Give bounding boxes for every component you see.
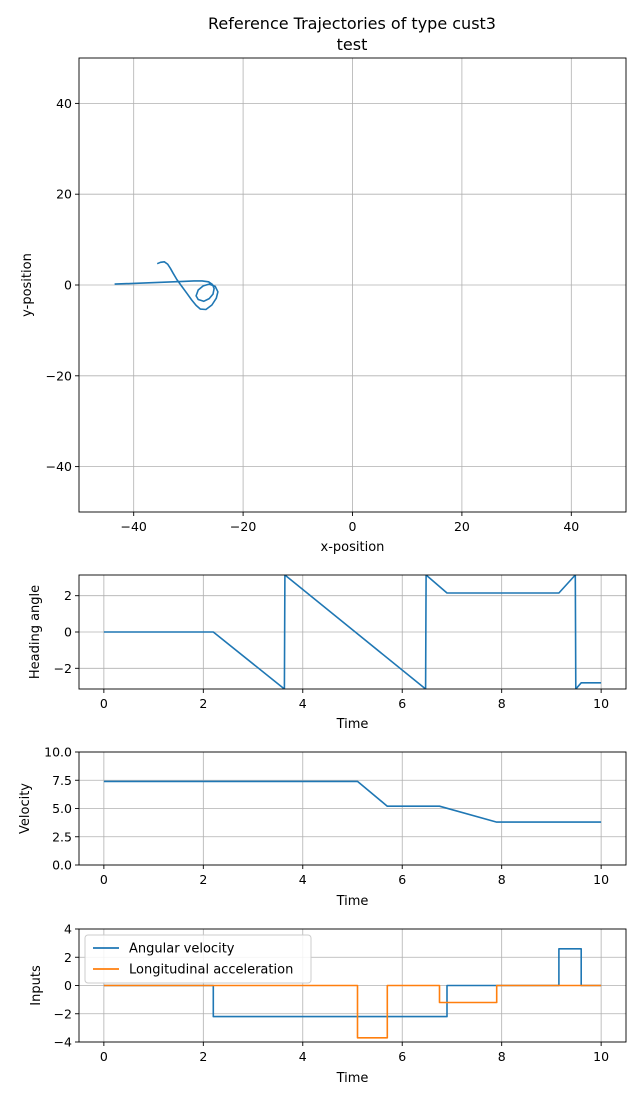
x-tick-label: 2 (199, 872, 207, 887)
x-tick-label: 0 (100, 696, 108, 711)
y-tick-label: 10.0 (44, 745, 72, 760)
y-tick-label: 5.0 (52, 801, 72, 816)
y-tick-label: −20 (46, 368, 72, 383)
x-tick-label: 20 (454, 519, 470, 534)
panel-1: −40 −20 0 20 40 −40 −20 0 20 40 x-position y-positi… (20, 57, 627, 555)
plot-panels: −40 −20 0 20 40−40−2002040x-positiony-positi… (18, 57, 627, 1086)
legend: Angular velocity Longitudinal acceleratio… (84, 934, 312, 984)
y-tick-label: 0.0 (52, 858, 72, 873)
y-tick-label: 2.5 (52, 829, 72, 844)
series-line-2 (103, 984, 602, 1039)
series-line-1 (103, 575, 602, 689)
x-tick-label: 4 (299, 872, 307, 887)
legend-label-1: Angular velocity (129, 942, 235, 957)
y-tick-label: −4 (54, 1035, 72, 1050)
x-axis-label: Time (336, 1071, 369, 1086)
panel-3: 0 2 4 6 8 10 0.0 2.5 5.0 7.5 10.0 Time Velocity (18, 745, 627, 909)
x-tick-label: 8 (498, 696, 506, 711)
x-tick-label: 4 (299, 696, 307, 711)
x-tick-label: 0 (100, 1049, 108, 1064)
x-axis-label: x-position (321, 540, 385, 555)
legend-box (84, 934, 312, 984)
x-tick-label: 4 (299, 1049, 307, 1064)
x-tick-label: 6 (398, 696, 406, 711)
x-tick-label: 8 (498, 872, 506, 887)
y-axis-label: Velocity (18, 783, 33, 834)
y-tick-label: 4 (64, 922, 72, 937)
x-tick-label: 10 (593, 696, 609, 711)
x-axis-label: Time (336, 717, 369, 732)
y-tick-label: 7.5 (52, 773, 72, 788)
y-axis-label: Inputs (29, 965, 44, 1006)
y-tick-label: 0 (64, 625, 72, 640)
x-tick-label: −40 (121, 519, 147, 534)
x-tick-label: 2 (199, 1049, 207, 1064)
y-tick-label: 0 (64, 278, 72, 293)
x-tick-label: 8 (498, 1049, 506, 1064)
y-tick-label: 40 (56, 96, 72, 111)
x-tick-label: 6 (398, 872, 406, 887)
chart-title-line1: Reference Trajectories of type cust3 (208, 14, 496, 33)
x-tick-label: 6 (398, 1049, 406, 1064)
series-line-1 (103, 780, 602, 823)
x-tick-label: 0 (349, 519, 357, 534)
y-tick-label: −2 (54, 1006, 72, 1021)
x-tick-label: −20 (230, 519, 256, 534)
x-tick-label: 2 (199, 696, 207, 711)
y-tick-label: 2 (64, 950, 72, 965)
y-tick-label: 0 (64, 978, 72, 993)
panel-4: 0 2 4 6 8 10 −4 −2 0 2 4 Time Inputs Angular velocity… (29, 922, 627, 1086)
y-axis-label: y-position (20, 253, 35, 317)
legend-label-2: Longitudinal acceleration (129, 963, 293, 978)
y-tick-label: −40 (46, 459, 72, 474)
x-axis-label: Time (336, 894, 369, 909)
x-tick-label: 40 (563, 519, 579, 534)
y-tick-label: −2 (54, 661, 72, 676)
y-axis-label: Heading angle (28, 585, 43, 679)
series-line-1 (114, 260, 219, 311)
x-tick-label: 0 (100, 872, 108, 887)
x-tick-label: 10 (593, 1049, 609, 1064)
y-tick-label: 2 (64, 588, 72, 603)
x-tick-label: 10 (593, 872, 609, 887)
chart-title-line2: test (337, 35, 368, 54)
y-tick-label: 20 (56, 187, 72, 202)
panel-2: 0 2 4 6 8 10 −2 0 2 Time Heading angle (28, 574, 627, 732)
